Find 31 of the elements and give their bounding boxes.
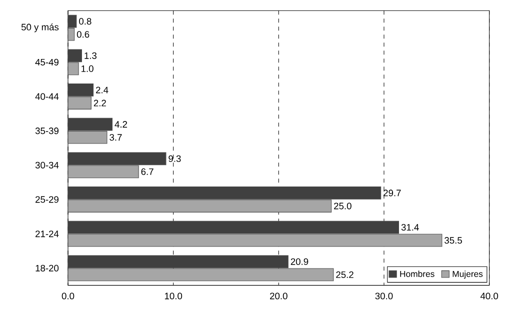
data-label: 29.7 <box>384 190 401 196</box>
x-tick-label: 30.0 <box>375 292 393 300</box>
data-label: 20.9 <box>290 258 308 265</box>
legend-label: Hombres <box>400 270 434 277</box>
y-tick-label: 21-24 <box>36 230 59 238</box>
data-label: 3.7 <box>110 134 122 141</box>
y-tick-label: 45-49 <box>35 58 58 66</box>
data-label: 2.2 <box>94 100 106 106</box>
x-tick-label: 0.0 <box>62 292 74 300</box>
data-label: 1.0 <box>82 65 94 72</box>
x-tick-label: 40.0 <box>480 292 498 300</box>
data-label: 25.2 <box>336 271 354 278</box>
y-tick-label: 50 y más <box>21 23 59 32</box>
data-label: 0.8 <box>79 18 92 25</box>
data-label: 0.6 <box>76 31 90 38</box>
data-label: 35.5 <box>444 237 462 244</box>
y-tick-label: 25-29 <box>36 196 58 203</box>
data-label: 9.3 <box>168 155 181 162</box>
x-tick-label: 20.0 <box>270 292 288 300</box>
y-tick-label: 35-39 <box>35 128 58 134</box>
y-tick-label: 40-44 <box>35 93 59 100</box>
y-tick-label: 18-20 <box>36 264 59 272</box>
x-tick-label: 10.0 <box>164 292 182 300</box>
data-label: 6.7 <box>141 168 154 175</box>
legend-label: Mujeres <box>452 270 483 279</box>
data-label: 2.4 <box>96 86 108 94</box>
y-tick-label: 30-34 <box>35 162 59 168</box>
data-label: 1.3 <box>84 52 97 59</box>
data-label: 4.2 <box>114 121 128 128</box>
data-label: 25.0 <box>334 202 352 210</box>
data-label: 31.4 <box>401 224 419 231</box>
